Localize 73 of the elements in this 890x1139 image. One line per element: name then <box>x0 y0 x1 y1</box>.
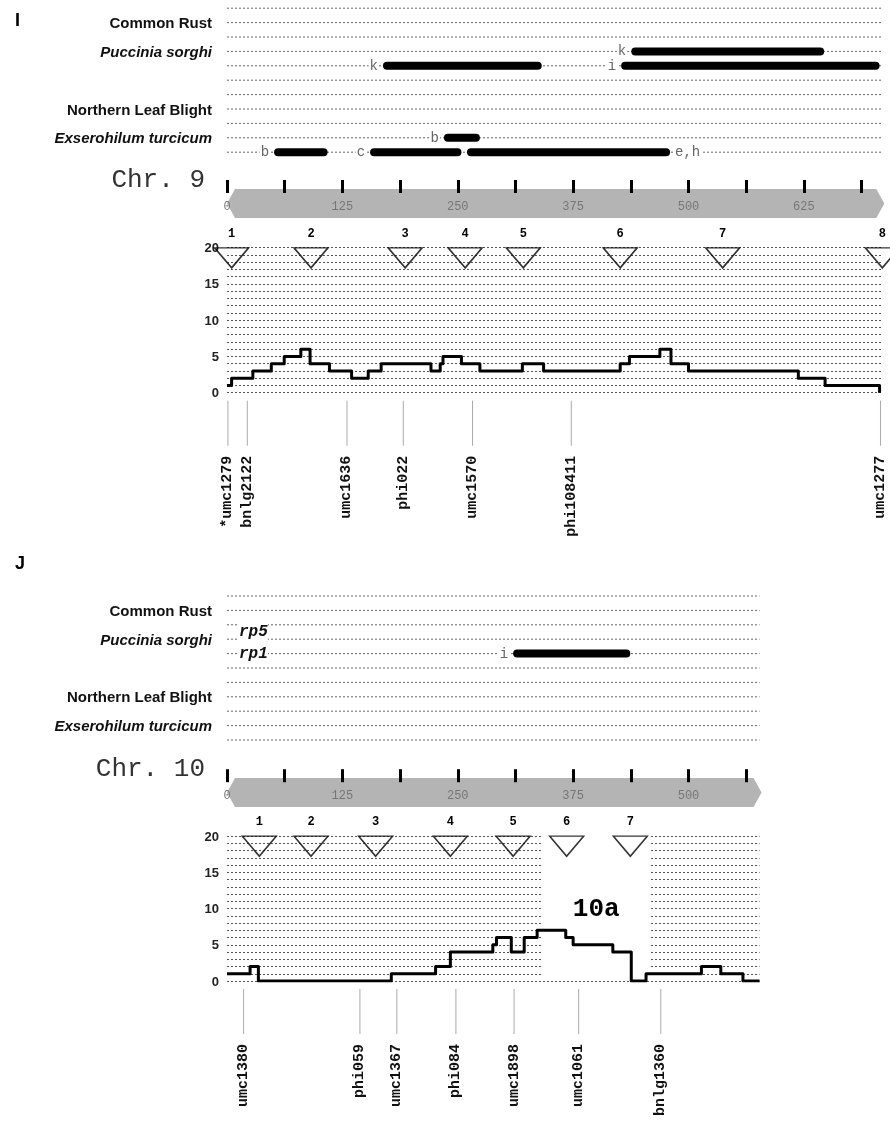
y-tick-label: 15 <box>204 276 219 292</box>
x-tick-label: 375 <box>562 789 584 804</box>
ref-line-label: umc1898 <box>505 1044 523 1108</box>
y-tick-label: Northern Leaf Blight <box>67 688 212 706</box>
y-tick-label: Puccinia sorghi <box>100 42 213 60</box>
annotation: rp1 <box>239 644 268 663</box>
ref-line-label: umc1636 <box>338 455 356 519</box>
data-label: k <box>369 57 378 74</box>
annotation: 4 <box>461 226 469 241</box>
ref-line-label: umc1570 <box>464 455 482 519</box>
y-tick-label: Puccinia sorghi <box>100 630 213 648</box>
annotation: 8 <box>878 226 886 241</box>
ref-line-label: bnlg2122 <box>238 455 256 528</box>
data-label: k <box>617 43 627 60</box>
y-tick-label: 20 <box>204 828 219 844</box>
band-label: 10a <box>572 893 620 924</box>
x-tick-label: 500 <box>677 789 700 804</box>
x-axis-title: Chr. 9 <box>111 165 205 195</box>
x-tick-label: 250 <box>446 200 469 214</box>
annotation: 1 <box>228 226 236 241</box>
text: J <box>15 553 26 573</box>
annotation: 1 <box>255 815 263 830</box>
data-label: b <box>430 129 439 146</box>
annotation: 7 <box>719 226 727 241</box>
ref-line-label: umc1380 <box>235 1044 253 1108</box>
ref-line-label: umc1061 <box>570 1044 588 1108</box>
annotation: 5 <box>509 815 517 830</box>
x-tick-label: 0 <box>223 200 231 214</box>
y-tick-label: Northern Leaf Blight <box>67 100 212 118</box>
y-tick-label: Exserohilum turcicum <box>54 129 212 147</box>
data-label: i <box>499 645 509 662</box>
annotation: 5 <box>519 226 527 241</box>
y-tick-label: 20 <box>204 240 219 256</box>
x-tick-label: 500 <box>677 200 700 214</box>
x-tick-label: 0 <box>223 789 231 804</box>
ref-line-label: *umc1279 <box>219 455 237 528</box>
data-label: b <box>260 144 270 161</box>
y-tick-label: 5 <box>211 937 219 953</box>
x-tick-label: 125 <box>331 200 354 214</box>
y-tick-label: 15 <box>204 864 219 880</box>
y-tick-label: Exserohilum turcicum <box>54 717 212 735</box>
annotation: rp5 <box>239 623 269 641</box>
annotation: 6 <box>616 226 624 241</box>
data-label: e,h <box>675 144 701 161</box>
data-label: c <box>356 144 366 161</box>
annotation: 3 <box>372 815 380 830</box>
x-axis-title: Chr. 10 <box>95 754 205 785</box>
ref-line-label: phi108411 <box>562 455 580 537</box>
x-tick-label: 625 <box>793 200 815 214</box>
data-label: i <box>607 57 617 74</box>
annotation: 2 <box>307 226 315 241</box>
x-tick-label: 375 <box>562 200 584 214</box>
ref-line-label: bnlg1360 <box>652 1044 670 1117</box>
y-tick-label: 0 <box>211 385 219 401</box>
y-tick-label: 10 <box>204 312 219 328</box>
annotation: 7 <box>626 815 634 830</box>
ref-line-label: umc1277 <box>871 455 889 519</box>
y-tick-label: 10 <box>204 901 219 916</box>
y-tick-label: Common Rust <box>109 601 212 619</box>
annotation: 2 <box>307 815 315 830</box>
y-tick-label: 0 <box>211 973 219 989</box>
annotation: 4 <box>446 815 454 830</box>
annotation: 6 <box>563 815 571 830</box>
y-tick-label: Common Rust <box>109 14 212 32</box>
x-tick-label: 250 <box>446 789 469 804</box>
annotation: 3 <box>401 226 409 241</box>
text: I <box>15 10 21 30</box>
x-tick-label: 125 <box>331 789 354 804</box>
ref-line-label: phi059 <box>351 1044 369 1099</box>
ref-line-label: phi084 <box>447 1044 465 1099</box>
y-tick-label: 5 <box>211 348 219 364</box>
ref-line-label: phi022 <box>394 455 412 510</box>
ref-line-label: umc1367 <box>388 1044 406 1108</box>
